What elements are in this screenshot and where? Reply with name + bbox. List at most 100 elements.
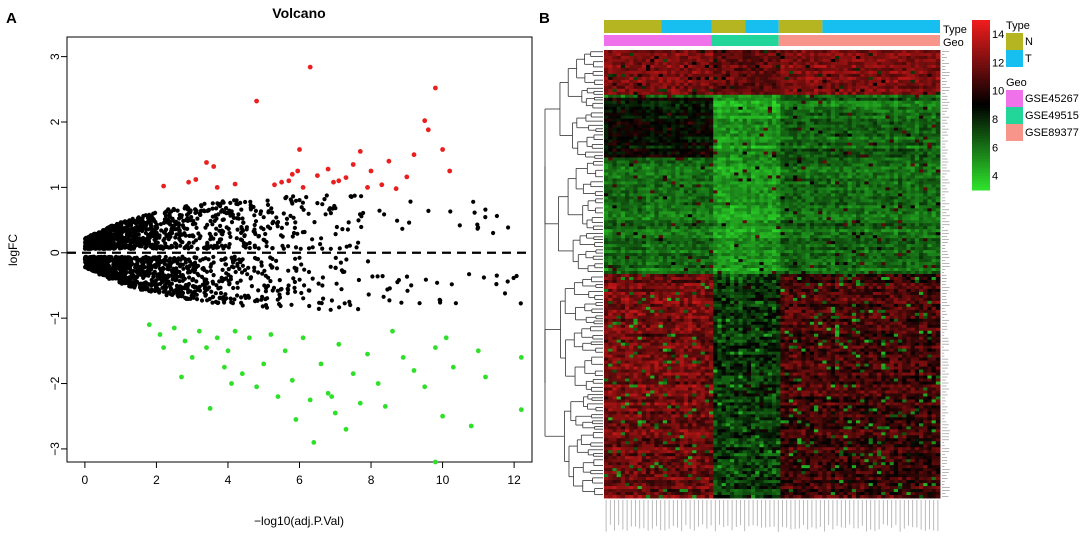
heatmap-cell bbox=[847, 88, 853, 93]
heatmap-cell bbox=[721, 100, 727, 105]
heatmap-cell bbox=[671, 121, 676, 126]
heatmap-cell bbox=[633, 103, 639, 108]
scatter-point bbox=[344, 257, 349, 262]
heatmap-cell bbox=[881, 91, 886, 96]
heatmap-cell bbox=[742, 82, 748, 87]
heatmap-cell bbox=[650, 112, 655, 117]
heatmap-cell bbox=[910, 97, 916, 102]
heatmap-cell bbox=[788, 55, 794, 60]
heatmap-cell bbox=[898, 73, 903, 78]
scatter-point bbox=[123, 255, 128, 260]
heatmap-cell bbox=[679, 118, 685, 123]
heatmap-cell bbox=[629, 64, 634, 69]
heatmap-cell bbox=[683, 55, 689, 60]
heatmap-cell bbox=[746, 91, 752, 96]
heatmap-cell bbox=[683, 115, 689, 120]
scatter-point bbox=[288, 197, 293, 202]
heatmap-cell bbox=[801, 88, 807, 93]
heatmap-cell bbox=[662, 127, 668, 132]
heatmap-cell bbox=[826, 70, 832, 75]
scatter-point bbox=[228, 296, 233, 301]
scatter-point bbox=[236, 212, 241, 217]
heatmap-cell bbox=[646, 109, 651, 114]
scatter-point bbox=[177, 216, 182, 221]
heatmap-cell bbox=[650, 127, 655, 132]
up-regulated-point bbox=[440, 147, 445, 152]
heatmap-cell bbox=[637, 112, 643, 117]
heatmap-cell bbox=[763, 82, 769, 87]
heatmap-cell bbox=[788, 64, 794, 69]
scatter-point bbox=[90, 264, 95, 269]
scatter-point bbox=[167, 213, 172, 218]
heatmap-cell bbox=[860, 118, 865, 123]
down-regulated-point bbox=[307, 397, 313, 403]
heatmap-cell bbox=[847, 112, 853, 117]
scatter-point bbox=[297, 198, 302, 203]
heatmap-cell bbox=[646, 124, 651, 129]
scatter-point bbox=[201, 266, 206, 271]
heatmap-cell bbox=[738, 85, 744, 90]
heatmap-cell bbox=[767, 64, 773, 69]
heatmap-cell bbox=[906, 103, 912, 108]
scatter-point bbox=[277, 278, 282, 283]
scatter-point bbox=[348, 302, 353, 308]
heatmap-cell bbox=[788, 70, 794, 75]
heatmap-cell bbox=[877, 127, 882, 132]
heatmap-cell bbox=[763, 118, 769, 123]
heatmap-cell bbox=[713, 73, 718, 78]
heatmap-cell bbox=[604, 127, 609, 132]
heatmap-cell bbox=[772, 100, 777, 105]
scatter-point bbox=[357, 212, 363, 217]
heatmap-cell bbox=[709, 121, 714, 126]
heatmap-cell bbox=[692, 58, 697, 63]
heatmap-cell bbox=[881, 115, 886, 120]
down-regulated-point bbox=[443, 335, 449, 341]
heatmap-cell bbox=[927, 127, 933, 132]
heatmap-cell bbox=[923, 70, 928, 75]
heatmap-cell bbox=[646, 58, 651, 63]
heatmap-cell bbox=[780, 58, 786, 63]
heatmap-cell bbox=[709, 91, 714, 96]
heatmap-cell bbox=[763, 88, 769, 93]
heatmap-cell bbox=[730, 103, 735, 108]
heatmap-cell bbox=[654, 64, 660, 69]
heatmap-cell bbox=[667, 112, 672, 117]
heatmap-cell bbox=[637, 109, 643, 114]
up-regulated-point bbox=[307, 64, 313, 70]
heatmap-cell bbox=[898, 124, 903, 129]
heatmap-cell bbox=[776, 103, 781, 108]
scatter-point bbox=[248, 199, 253, 204]
heatmap-cell bbox=[713, 58, 718, 63]
heatmap-cell bbox=[713, 76, 718, 81]
x-tick-label: 8 bbox=[368, 473, 375, 487]
scatter-point bbox=[289, 302, 294, 307]
heatmap-cell bbox=[931, 64, 937, 69]
heatmap-cell bbox=[608, 130, 613, 135]
heatmap-cell bbox=[616, 130, 622, 135]
heatmap-cell bbox=[688, 50, 693, 54]
heatmap-cell bbox=[914, 67, 920, 72]
heatmap-cell bbox=[797, 94, 802, 99]
heatmap-cell bbox=[797, 52, 802, 57]
heatmap-cell bbox=[759, 58, 765, 63]
heatmap-cell bbox=[738, 58, 744, 63]
heatmap-cell bbox=[805, 118, 811, 123]
heatmap-cell bbox=[650, 106, 655, 111]
scatter-point bbox=[169, 243, 174, 248]
heatmap-cell bbox=[767, 85, 773, 90]
scatter-point bbox=[293, 256, 298, 261]
heatmap-cell bbox=[629, 97, 634, 102]
heatmap-cell bbox=[919, 52, 924, 57]
heatmap-cell bbox=[809, 58, 815, 63]
heatmap-cell bbox=[776, 76, 781, 81]
heatmap-cell bbox=[801, 94, 807, 99]
heatmap-cell bbox=[776, 106, 781, 111]
heatmap-cell bbox=[713, 67, 718, 72]
heatmap-cell bbox=[662, 112, 668, 117]
heatmap-cell bbox=[914, 70, 920, 75]
heatmap-cell bbox=[805, 73, 811, 78]
heatmap-cell bbox=[730, 97, 735, 102]
scatter-point bbox=[154, 278, 159, 283]
heatmap-cell bbox=[658, 91, 664, 96]
